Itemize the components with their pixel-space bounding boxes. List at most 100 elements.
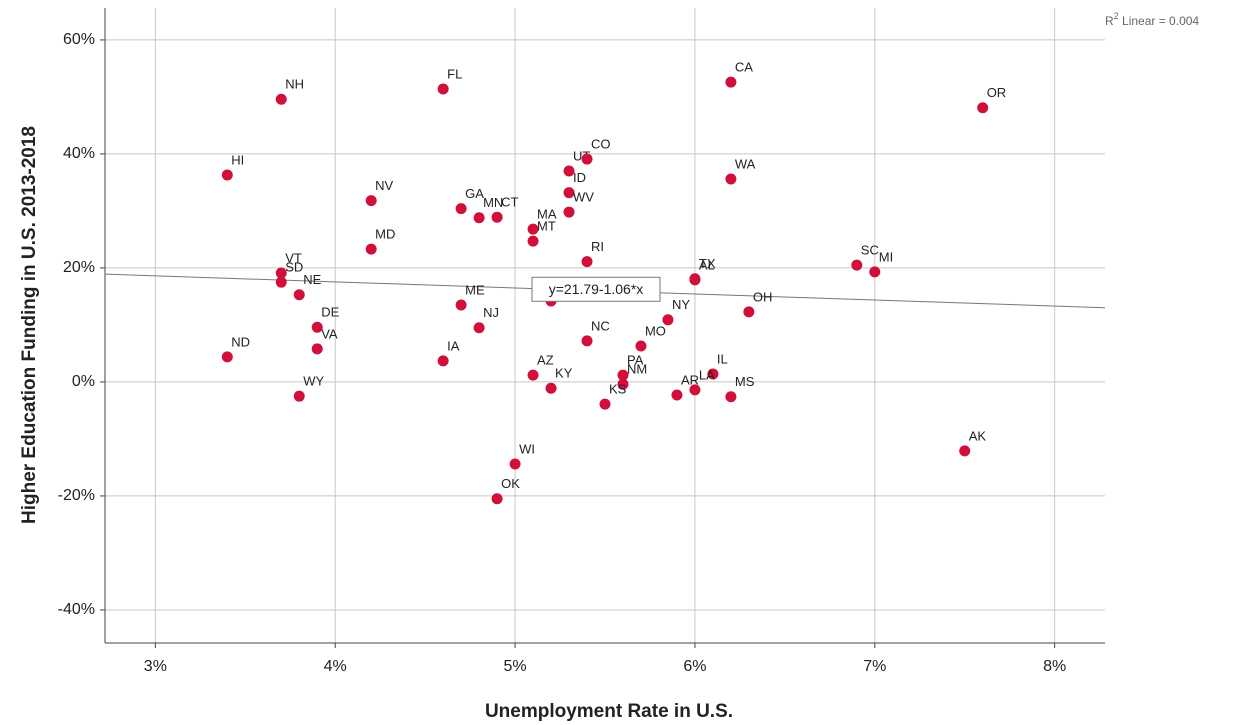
point-label: KY xyxy=(555,366,573,381)
point-label: VT xyxy=(285,250,302,265)
point-label: ID xyxy=(573,170,586,185)
point-label: KS xyxy=(609,382,627,397)
point xyxy=(725,76,737,88)
point xyxy=(527,369,539,381)
x-axis-title: Unemployment Rate in U.S. xyxy=(485,701,733,722)
y-axis-title: Higher Education Funding in U.S. 2013-20… xyxy=(19,126,40,524)
y-tick-label: 0% xyxy=(72,373,95,390)
point xyxy=(491,211,503,223)
point xyxy=(671,389,683,401)
r2-annotation: R2 Linear = 0.004 xyxy=(1105,11,1199,28)
point xyxy=(743,306,755,318)
point xyxy=(869,266,881,278)
point-label: VA xyxy=(321,326,338,341)
point-label: SC xyxy=(861,243,879,258)
point-label: OK xyxy=(501,476,520,491)
point xyxy=(527,223,539,235)
x-tick-label: 6% xyxy=(683,658,706,675)
point xyxy=(707,368,719,380)
point xyxy=(293,289,305,301)
point xyxy=(275,267,287,279)
point xyxy=(509,458,521,470)
fit-label: y=21.79-1.06*x xyxy=(549,281,644,297)
point-label: GA xyxy=(465,186,484,201)
y-tick-label: 20% xyxy=(63,259,95,276)
point xyxy=(959,445,971,457)
y-tick-label: 40% xyxy=(63,145,95,162)
point-label: ND xyxy=(231,334,250,349)
point-label: MT xyxy=(537,219,556,234)
x-tick-label: 8% xyxy=(1043,658,1066,675)
point xyxy=(437,83,449,95)
point xyxy=(293,390,305,402)
point-label: AR xyxy=(681,372,699,387)
point-label: DE xyxy=(321,305,339,320)
point-label: IL xyxy=(717,351,728,366)
point xyxy=(599,398,611,410)
point xyxy=(725,173,737,185)
point xyxy=(455,299,467,311)
point-label: NJ xyxy=(483,305,499,320)
point-label: MD xyxy=(375,227,395,242)
point xyxy=(689,384,701,396)
point-label: NH xyxy=(285,77,304,92)
x-tick-label: 4% xyxy=(324,658,347,675)
point xyxy=(545,382,557,394)
point-label: NE xyxy=(303,272,321,287)
point xyxy=(311,321,323,333)
point xyxy=(563,187,575,199)
point xyxy=(635,340,647,352)
point xyxy=(365,195,377,207)
point xyxy=(563,206,575,218)
point-label: FL xyxy=(447,66,462,81)
point-label: OR xyxy=(987,85,1007,100)
point xyxy=(617,369,629,381)
point-label: NC xyxy=(591,318,610,333)
point-label: NM xyxy=(627,362,647,377)
point xyxy=(581,153,593,165)
fit-label-box xyxy=(531,276,661,302)
y-tick-label: -20% xyxy=(58,487,95,504)
y-tick-label: 60% xyxy=(63,31,95,48)
r2-sup: 2 xyxy=(1114,11,1119,21)
point xyxy=(563,165,575,177)
point xyxy=(689,274,701,286)
point xyxy=(275,93,287,105)
point-label: MA xyxy=(537,207,557,222)
point-label: NV xyxy=(375,178,393,193)
point-label: ME xyxy=(465,282,485,297)
point xyxy=(221,351,233,363)
point xyxy=(437,355,449,367)
point xyxy=(473,322,485,334)
point-label: OH xyxy=(753,289,773,304)
point xyxy=(527,235,539,247)
point-label: CO xyxy=(591,136,611,151)
point-label: WA xyxy=(735,156,756,171)
point xyxy=(581,256,593,268)
r2-text: Linear = 0.004 xyxy=(1119,14,1200,28)
point xyxy=(491,493,503,505)
point xyxy=(662,314,674,326)
point-label: TX xyxy=(699,256,716,271)
point xyxy=(455,203,467,215)
point-label: LA xyxy=(699,367,715,382)
point xyxy=(365,243,377,255)
point-label: WV xyxy=(573,190,594,205)
point-label: MO xyxy=(645,323,666,338)
point-label: MI xyxy=(879,249,893,264)
point xyxy=(617,378,629,390)
point xyxy=(851,259,863,271)
point-label: PA xyxy=(627,353,644,368)
point-label: WI xyxy=(519,441,535,456)
r2-base: R xyxy=(1105,14,1114,28)
point-label: AZ xyxy=(537,353,554,368)
point xyxy=(275,276,287,288)
point xyxy=(311,343,323,355)
point xyxy=(725,391,737,403)
point-label: IA xyxy=(447,338,460,353)
point-label: NY xyxy=(672,297,690,312)
point-label: CT xyxy=(501,195,518,210)
point-label: AK xyxy=(969,428,987,443)
point-label: RI xyxy=(591,239,604,254)
